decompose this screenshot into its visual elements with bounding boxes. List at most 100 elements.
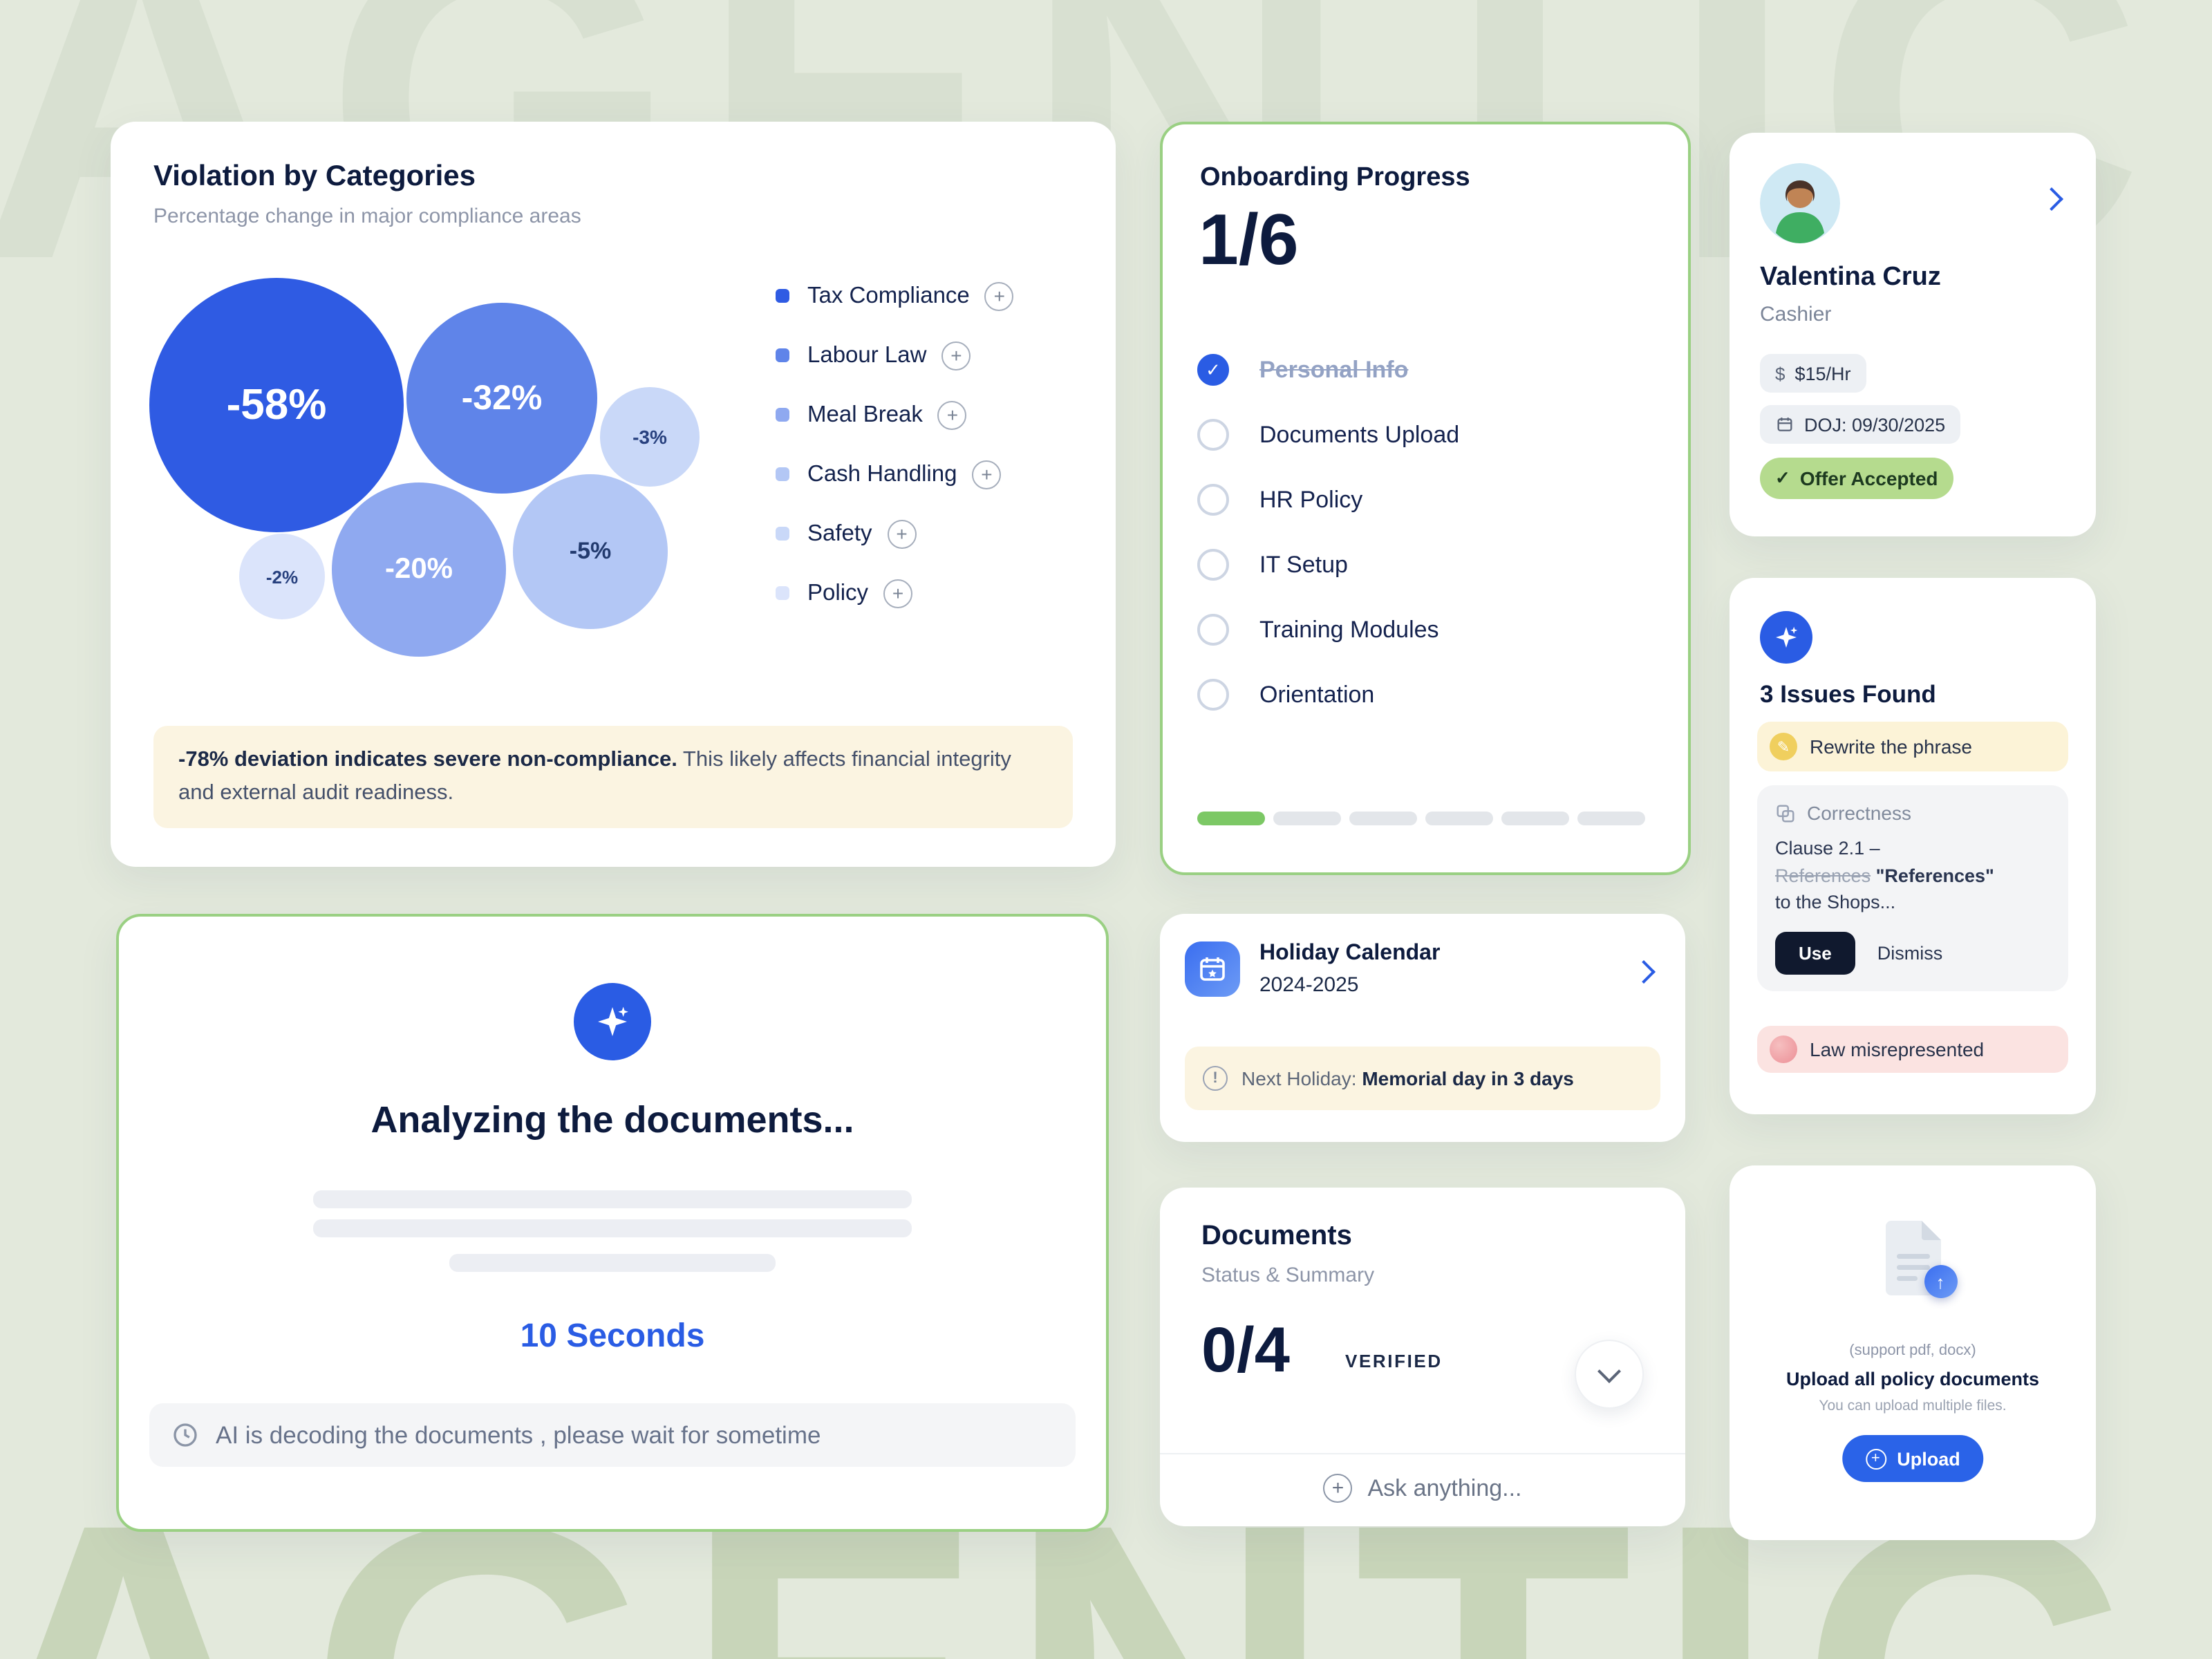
card-title: Onboarding Progress [1200,163,1470,192]
rate-chip: $ $15/Hr [1760,354,1866,393]
step-training-modules[interactable]: Training Modules [1197,614,1439,646]
step-label: IT Setup [1259,551,1348,577]
radio-circle-icon[interactable] [1197,679,1229,711]
analyzing-status-text: AI is decoding the documents , please wa… [216,1421,821,1448]
card-subtitle: Percentage change in major compliance ar… [153,205,581,228]
next-holiday-note: Next Holiday: Memorial day in 3 days [1185,1047,1660,1110]
radio-circle-icon[interactable] [1197,419,1229,451]
skeleton-line [449,1254,776,1272]
suggestion-rewrite-phrase[interactable]: Rewrite the phrase [1757,722,2068,771]
verified-label: VERIFIED [1345,1351,1443,1371]
plus-circle-icon [1323,1474,1353,1503]
legend-item-cash-handling: Cash Handling [776,459,1014,489]
layers-icon [1777,804,1794,822]
legend-bullet-icon [776,586,789,600]
bubble-cash-handling[interactable]: -5% [513,474,668,629]
step-it-setup[interactable]: IT Setup [1197,549,1348,581]
employee-role: Cashier [1760,303,1832,326]
radio-circle-icon[interactable] [1197,484,1229,516]
ask-anything-placeholder: Ask anything... [1367,1474,1522,1501]
legend-bullet-icon [776,408,789,422]
issue-law-misrepresented[interactable]: Law misrepresented [1757,1026,2068,1073]
step-label: Training Modules [1259,616,1439,642]
panel-buttons: Use Dismiss [1775,931,2050,975]
legend-bullet-icon [776,527,789,541]
bubble-safety[interactable]: -3% [600,387,700,487]
step-hr-policy[interactable]: HR Policy [1197,484,1362,516]
plus-circle-icon[interactable] [941,341,971,370]
legend-label: Cash Handling [807,461,957,486]
documents-card: Documents Status & Summary 0/4 VERIFIED … [1160,1188,1685,1526]
legend-item-policy: Policy [776,578,1014,608]
analyzing-documents-card: Analyzing the documents... 10 Seconds AI… [116,914,1109,1532]
step-orientation[interactable]: Orientation [1197,679,1374,711]
plus-circle-icon[interactable] [972,460,1002,489]
deviation-note-rest: This likely affects financial integrity … [178,748,1011,805]
clause-strikethrough: References [1775,865,1871,886]
analyzing-status-bar: AI is decoding the documents , please wa… [149,1403,1076,1467]
deviation-note: -78% deviation indicates severe non-comp… [153,726,1073,829]
legend-item-tax-compliance: Tax Compliance [776,281,1014,311]
category-label: Correctness [1807,802,1911,824]
check-icon: ✓ [1775,467,1790,488]
avatar-image [1760,163,1840,243]
progress-segment [1197,812,1265,825]
avatar [1760,163,1840,243]
progress-segment [1577,812,1645,825]
panel-header: Correctness [1775,802,2050,824]
info-icon [1203,1066,1228,1091]
next-holiday-value: Memorial day in 3 days [1362,1067,1574,1089]
skeleton-line [313,1219,912,1237]
next-holiday-text: Next Holiday: Memorial day in 3 days [1241,1067,1574,1089]
use-button[interactable]: Use [1775,931,1855,975]
step-personal-info[interactable]: Personal Info [1197,354,1408,386]
legend-bullet-icon [776,348,789,362]
plus-circle-icon[interactable] [984,281,1014,310]
documents-subtitle: Status & Summary [1201,1264,1375,1287]
legend-bullet-icon [776,289,789,303]
ask-anything-input[interactable]: Ask anything... [1160,1474,1685,1503]
clause-text: Clause 2.1 – References "References" to … [1775,835,2050,916]
expand-button[interactable] [1575,1340,1644,1409]
upload-button[interactable]: Upload [1841,1435,1984,1482]
legend-item-labour-law: Labour Law [776,340,1014,371]
step-label: Documents Upload [1259,421,1460,447]
plus-circle-icon[interactable] [887,519,917,548]
clause-replacement: "References" [1875,865,1994,886]
step-documents-upload[interactable]: Documents Upload [1197,419,1459,451]
issues-title: 3 Issues Found [1760,680,1936,708]
violation-by-categories-card: Violation by Categories Percentage chang… [111,122,1116,867]
bubble-policy[interactable]: -2% [239,534,325,619]
legend-label: Meal Break [807,402,923,427]
step-label: Orientation [1259,681,1375,707]
bubble-labour-law[interactable]: -32% [406,303,597,494]
progress-bar [1197,812,1645,825]
plus-circle-icon [1865,1448,1886,1469]
flag-label: Law misrepresented [1810,1038,1985,1060]
doj-value: DOJ: 09/30/2025 [1804,414,1946,435]
employee-name: Valentina Cruz [1760,263,1941,292]
next-holiday-label: Next Holiday: [1241,1067,1357,1089]
plus-circle-icon[interactable] [937,400,967,429]
legend-label: Safety [807,521,872,545]
radio-circle-icon[interactable] [1197,614,1229,646]
clause-line3: to the Shops... [1775,892,1896,913]
countdown: 10 Seconds [520,1318,705,1355]
holiday-calendar-card[interactable]: Holiday Calendar 2024-2025 Next Holiday:… [1160,914,1685,1142]
radio-circle-icon[interactable] [1197,549,1229,581]
plus-circle-icon[interactable] [883,579,913,608]
legend-item-safety: Safety [776,518,1014,549]
documents-title: Documents [1201,1221,1352,1251]
calendar-icon [1775,415,1794,434]
dismiss-button[interactable]: Dismiss [1877,942,1943,964]
issues-found-card: 3 Issues Found Rewrite the phrase Correc… [1730,578,2096,1114]
step-label: HR Policy [1259,486,1363,512]
bubble-tax-compliance[interactable]: -58% [149,278,404,532]
bubble-meal-break[interactable]: -20% [332,482,506,657]
chevron-right-icon[interactable] [1632,960,1656,984]
check-circle-icon[interactable] [1197,354,1229,386]
doj-chip: DOJ: 09/30/2025 [1760,405,1961,444]
sparkle-icon [574,983,651,1060]
chevron-right-icon[interactable] [2040,187,2063,211]
